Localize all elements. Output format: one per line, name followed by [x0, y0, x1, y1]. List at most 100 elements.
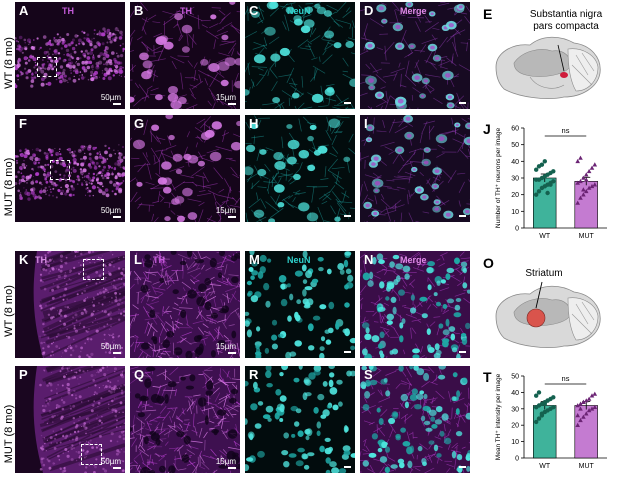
stain-label-neun: NeuN: [287, 255, 311, 265]
row-label-top-mut: MUT (8 mo): [2, 132, 16, 242]
panel-label-d: D: [364, 4, 373, 18]
sagittal-brain-icon: [496, 282, 600, 348]
panel-i-image: [360, 115, 470, 222]
panel-a: A TH 50µm: [15, 2, 125, 109]
stain-label-th: TH: [153, 255, 165, 265]
scale-bar-50um: 50µm: [101, 93, 121, 105]
data-point-wt: [543, 159, 547, 163]
panel-label-r: R: [249, 368, 258, 382]
panel-m: M NeuN: [245, 251, 355, 358]
scale-bar: [459, 102, 466, 104]
x-tick-label: WT: [539, 233, 551, 240]
brain-label-sn-line2: pars compacta: [533, 21, 599, 32]
y-tick-label: 10: [511, 209, 519, 216]
panel-i: I: [360, 115, 470, 222]
scale-label: 15µm: [216, 342, 236, 351]
panel-label-h: H: [249, 117, 258, 131]
scale-bar: [344, 102, 351, 104]
row-label-bottom-wt: WT (8 mo): [2, 256, 16, 366]
data-point-wt: [551, 169, 555, 173]
panel-q: Q 15µm: [130, 366, 240, 473]
scale-bar-15um: 15µm: [216, 342, 236, 354]
y-axis-label: Mean TH⁺ intensity per image: [495, 373, 502, 460]
scale-bar-50um: 50µm: [101, 457, 121, 469]
panel-label-s: S: [364, 368, 373, 382]
panel-l: L TH 15µm: [130, 251, 240, 358]
panel-f: F 50µm: [15, 115, 125, 222]
scale-bar: [344, 466, 351, 468]
y-tick-label: 60: [511, 126, 519, 133]
panel-label-n: N: [364, 253, 373, 267]
data-point-wt: [534, 193, 538, 197]
y-axis-label: Number of TH⁺ neurons per image: [495, 128, 502, 229]
data-point-wt: [548, 183, 552, 187]
inset-box: [81, 444, 102, 465]
brain-label-striatum: Striatum: [525, 268, 562, 279]
significance-label: ns: [562, 374, 570, 383]
panel-d: D Merge: [360, 2, 470, 109]
y-tick-label: 30: [511, 406, 519, 413]
scale-label: 50µm: [101, 342, 121, 351]
data-point-mut: [578, 156, 583, 160]
panel-label-g: G: [134, 117, 144, 131]
substantia-nigra-highlight: [560, 72, 568, 78]
scale-bar: [459, 466, 466, 468]
panel-label-l: L: [134, 253, 142, 267]
inset-box: [83, 259, 104, 280]
scale-label: 50µm: [101, 93, 121, 102]
panel-label-p: P: [19, 368, 28, 382]
y-tick-label: 20: [511, 192, 519, 199]
x-tick-label: MUT: [579, 233, 595, 240]
scale-bar: [459, 351, 466, 353]
panel-h-image: [245, 115, 355, 222]
panel-label-b: B: [134, 4, 143, 18]
panel-p: P 50µm: [15, 366, 125, 473]
data-point-wt: [540, 412, 544, 416]
scale-label: 15µm: [216, 457, 236, 466]
y-tick-label: 20: [511, 423, 519, 430]
y-tick-label: 0: [515, 456, 519, 463]
brain-label-sn-line1: Substantia nigra: [530, 9, 603, 20]
inset-box: [37, 57, 57, 77]
row-label-top-wt: WT (8 mo): [2, 8, 16, 118]
sagittal-brain-icon: [496, 37, 600, 98]
scale-label: 15µm: [216, 93, 236, 102]
panel-r-image: [245, 366, 355, 473]
data-point-mut: [593, 162, 598, 166]
data-point-wt: [545, 191, 549, 195]
scale-bar-15um: 15µm: [216, 457, 236, 469]
brain-diagram-striatum: Striatum: [478, 254, 614, 359]
striatum-highlight: [527, 309, 545, 327]
panel-label-m: M: [249, 253, 260, 267]
panel-h: H: [245, 115, 355, 222]
panel-n: N Merge: [360, 251, 470, 358]
x-tick-label: WT: [539, 463, 551, 470]
data-point-wt: [537, 189, 541, 193]
scale-label: 50µm: [101, 457, 121, 466]
data-point-wt: [551, 395, 555, 399]
panel-n-image: [360, 251, 470, 358]
significance-label: ns: [562, 126, 570, 135]
panel-g: G 15µm: [130, 115, 240, 222]
panel-s-image: [360, 366, 470, 473]
data-point-wt: [540, 163, 544, 167]
stain-label-th: TH: [62, 6, 74, 16]
panel-k: K TH 50µm: [15, 251, 125, 358]
panel-label-k: K: [19, 253, 28, 267]
y-tick-label: 0: [515, 226, 519, 233]
scale-bar-15um: 15µm: [216, 93, 236, 105]
panel-label-i: I: [364, 117, 368, 131]
inset-box: [50, 160, 70, 180]
y-tick-label: 40: [511, 159, 519, 166]
y-tick-label: 40: [511, 390, 519, 397]
data-point-wt: [551, 179, 555, 183]
scale-bar-50um: 50µm: [101, 206, 121, 218]
brain-diagram-sn: Substantia nigra pars compacta: [478, 5, 614, 110]
panel-b: B TH 15µm: [130, 2, 240, 109]
panel-label-a: A: [19, 4, 28, 18]
x-tick-label: MUT: [579, 463, 595, 470]
panel-r: R: [245, 366, 355, 473]
data-point-mut: [593, 392, 598, 396]
